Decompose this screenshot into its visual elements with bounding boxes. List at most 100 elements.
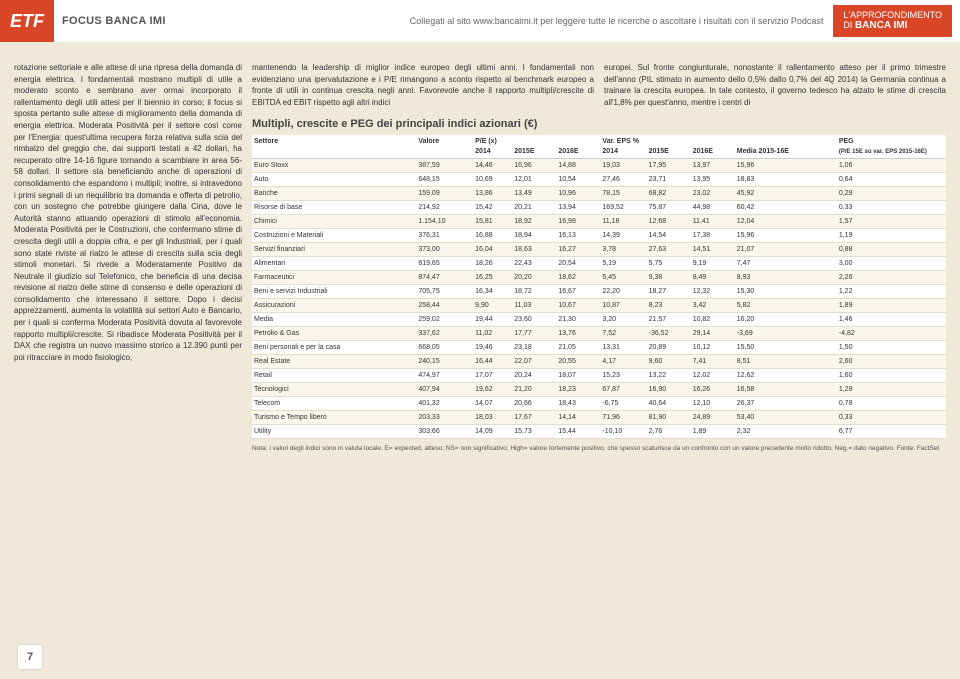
cell: 20,20	[512, 271, 556, 285]
cell: 16,25	[473, 271, 512, 285]
cell: 21,30	[556, 313, 600, 327]
cell: 7,47	[735, 257, 837, 271]
cell: 20,54	[556, 257, 600, 271]
cell: 7,41	[691, 355, 735, 369]
th-4: 2016E	[556, 145, 600, 159]
cell: 4,17	[600, 355, 646, 369]
table-title: Multipli, crescite e PEG dei principali …	[252, 118, 946, 130]
table-row: Media259,0219,4423,6021,303,2021,5710,82…	[252, 313, 946, 327]
cell: 13,76	[556, 327, 600, 341]
cell: 16,20	[735, 313, 837, 327]
cell: 13,86	[473, 187, 512, 201]
cell: 13,31	[600, 341, 646, 355]
page-number: 7	[18, 645, 42, 669]
cell: 9,19	[691, 257, 735, 271]
table-row: Euro Stoxx387,5914,4616,9614,8819,0317,9…	[252, 159, 946, 173]
header-right-2: DI	[843, 20, 852, 30]
cell: 12,04	[735, 215, 837, 229]
logo: ETF	[0, 0, 54, 42]
cell: 9,90	[473, 299, 512, 313]
cell: 18,83	[735, 173, 837, 187]
cell: 40,64	[647, 397, 691, 411]
cell: 16,27	[556, 243, 600, 257]
cell: 5,19	[600, 257, 646, 271]
cell: 648,15	[416, 173, 473, 187]
cell: 1,57	[837, 215, 946, 229]
cell: 15,42	[473, 201, 512, 215]
cell: 18,26	[473, 257, 512, 271]
cell: 22,07	[512, 355, 556, 369]
cell: 0,88	[837, 243, 946, 257]
cell: 14,07	[473, 397, 512, 411]
th-3: 2015E	[512, 145, 556, 159]
th-6: 2015E	[647, 145, 691, 159]
cell: 12,02	[691, 369, 735, 383]
cell: 1,89	[691, 425, 735, 439]
cell: Turismo e Tempo libero	[252, 411, 416, 425]
cell: 75,87	[647, 201, 691, 215]
cell: 53,40	[735, 411, 837, 425]
header-right: L'APPROFONDIMENTO DI BANCA IMI	[833, 5, 952, 38]
cell: 18,72	[512, 285, 556, 299]
cell: 10,54	[556, 173, 600, 187]
cell: 214,92	[416, 201, 473, 215]
cell: 2,76	[647, 425, 691, 439]
cell: Beni e servizi Industriali	[252, 285, 416, 299]
header: ETF FOCUS BANCA IMI Collegati al sito ww…	[0, 0, 960, 42]
cell: 3,78	[600, 243, 646, 257]
cell: 18,27	[647, 285, 691, 299]
table-row: Beni e servizi Industriali705,7516,3418,…	[252, 285, 946, 299]
cell: 26,37	[735, 397, 837, 411]
cell: 14,39	[600, 229, 646, 243]
cell: 0,78	[837, 397, 946, 411]
cell: 15,44	[556, 425, 600, 439]
cell: Assicurazioni	[252, 299, 416, 313]
cell: 10,82	[691, 313, 735, 327]
cell: Petrolio & Gas	[252, 327, 416, 341]
cell: 15,81	[473, 215, 512, 229]
table-row: Farmaceutici874,4716,2520,2018,625,459,3…	[252, 271, 946, 285]
table-row: Real Estate240,1516,4422,0720,554,179,60…	[252, 355, 946, 369]
cell: 12,62	[735, 369, 837, 383]
cell: 203,33	[416, 411, 473, 425]
cell: 17,95	[647, 159, 691, 173]
cell: 21,07	[735, 243, 837, 257]
cell: 10,87	[600, 299, 646, 313]
cell: 11,18	[600, 215, 646, 229]
cell: 21,57	[647, 313, 691, 327]
cell: 10,69	[473, 173, 512, 187]
cell: 68,82	[647, 187, 691, 201]
cell: 1,19	[837, 229, 946, 243]
column-left: rotazione settoriale e alle attese di un…	[14, 62, 242, 632]
cell: 13,49	[512, 187, 556, 201]
table-row: Telecom401,3214,0720,6618,43-6,7540,6412…	[252, 397, 946, 411]
cell: Chimici	[252, 215, 416, 229]
cell: 27,63	[647, 243, 691, 257]
cell: 12,01	[512, 173, 556, 187]
cell: 1.154,10	[416, 215, 473, 229]
cell: 16,44	[473, 355, 512, 369]
cell: 21,20	[512, 383, 556, 397]
cell: -6,75	[600, 397, 646, 411]
cell: 23,02	[691, 187, 735, 201]
table-row: Turismo e Tempo libero203,3318,0317,6714…	[252, 411, 946, 425]
cell: 12,68	[647, 215, 691, 229]
cell: 1,06	[837, 159, 946, 173]
table-row: Beni personali e per la casa668,0519,462…	[252, 341, 946, 355]
cell: 10,12	[691, 341, 735, 355]
cell: 13,94	[556, 201, 600, 215]
table-row: Assicurazioni258,449,9011,0310,6710,878,…	[252, 299, 946, 313]
cell: 15,73	[512, 425, 556, 439]
table-row: Banche159,0913,8613,4910,9678,1568,8223,…	[252, 187, 946, 201]
th-1	[416, 145, 473, 159]
cell: Tecnologici	[252, 383, 416, 397]
focus-title: FOCUS BANCA IMI	[62, 15, 166, 27]
cell: 24,89	[691, 411, 735, 425]
cell: 19,62	[473, 383, 512, 397]
cell: 10,67	[556, 299, 600, 313]
cell: 16,26	[691, 383, 735, 397]
cell: 20,89	[647, 341, 691, 355]
cell: 22,43	[512, 257, 556, 271]
table-row: Servizi finanziari373,0016,0418,6316,273…	[252, 243, 946, 257]
cell: 1,22	[837, 285, 946, 299]
